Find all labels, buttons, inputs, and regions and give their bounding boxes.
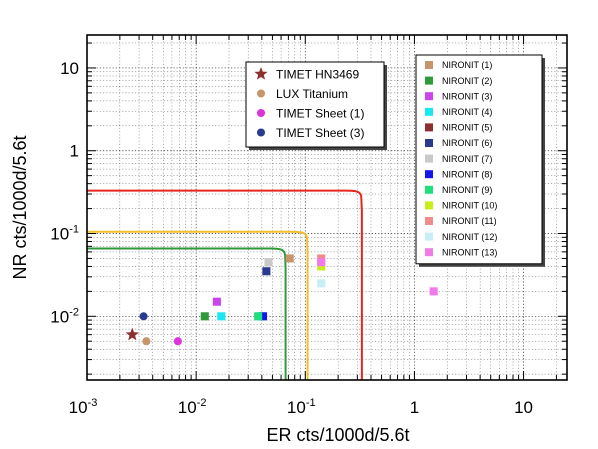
data-point [212, 297, 221, 306]
x-tick-label: 10-3 [69, 397, 98, 417]
legend-marker [425, 232, 433, 241]
legend-label: NIRONIT (3) [442, 91, 492, 101]
tick-labels: 10-3 10-2 10-1 1 10 10-2 10-1 1 10 [50, 59, 533, 417]
legend-marker [425, 61, 433, 69]
data-point [173, 337, 182, 346]
data-point [200, 312, 209, 321]
legend-marker [256, 128, 266, 137]
legend-marker [256, 89, 266, 98]
legend-label: NIRONIT (2) [442, 76, 492, 86]
legend-marker [425, 170, 433, 179]
y-tick-label: 10 [60, 59, 79, 78]
legend-label: NIRONIT (4) [442, 107, 492, 117]
legend-marker [256, 108, 266, 118]
y-tick-label: 10-1 [50, 224, 79, 244]
legend-label: NIRONIT (11) [442, 216, 497, 226]
legend-label: NIRONIT (13) [442, 247, 497, 257]
legend-marker [425, 248, 433, 257]
legend-marker [425, 154, 433, 163]
legend-marker [425, 123, 433, 132]
x-tick-label: 1 [410, 398, 419, 417]
legend-label: TIMET Sheet (1) [276, 107, 364, 121]
legend-label: LUX Titanium [276, 87, 348, 101]
legend-marker [425, 76, 433, 85]
legend-nironit: NIRONIT (1) NIRONIT (2) NIRONIT (3) NIRONIT… [415, 54, 545, 267]
legend-marker [425, 201, 433, 210]
data-point [264, 258, 273, 267]
limit-curve [87, 247, 287, 380]
legend-marker [425, 107, 433, 116]
legend-label: NIRONIT (9) [442, 185, 492, 195]
legend-marker [425, 139, 433, 147]
data-point [125, 327, 139, 341]
legend-marker [425, 92, 433, 101]
data-point [285, 254, 294, 263]
legend-label: TIMET Sheet (3) [276, 126, 364, 140]
data-point [258, 312, 268, 321]
legend-label: NIRONIT (8) [442, 169, 492, 179]
legend-marker [425, 185, 433, 194]
plot-frame [86, 34, 568, 381]
data-point [317, 262, 326, 271]
y-axis-title: NR cts/1000d/5.6t [10, 135, 30, 279]
legend-marker [254, 67, 268, 80]
data-point [142, 337, 151, 346]
x-tick-label: 10 [514, 398, 533, 417]
legend-label: TIMET HN3469 [276, 68, 359, 82]
axis-ticks [86, 35, 567, 380]
legend-label: NIRONIT (7) [442, 154, 492, 164]
data-point [217, 312, 226, 321]
legend-markers: TIMET HN3469 LUX Titanium TIMET Sheet (1) T… [245, 61, 387, 150]
limit-curves [87, 189, 363, 380]
legend-label: NIRONIT (6) [442, 138, 492, 148]
legend-label: NIRONIT (1) [442, 60, 492, 70]
data-point [139, 312, 148, 321]
x-tick-label: 10-2 [178, 397, 207, 417]
legend-box [415, 54, 543, 265]
x-tick-label: 10-1 [287, 397, 316, 417]
data-point [254, 312, 263, 321]
y-tick-label: 10-2 [50, 306, 79, 326]
data-point [429, 287, 438, 296]
legend-label: NIRONIT (10) [442, 201, 497, 211]
legend-marker [425, 217, 433, 225]
legend-label: NIRONIT (12) [442, 232, 497, 242]
data-point [317, 279, 326, 288]
legend-label: NIRONIT (5) [442, 123, 492, 133]
limit-curve [87, 230, 309, 380]
y-tick-label: 1 [70, 142, 79, 161]
x-axis-title: ER cts/1000d/5.6t [266, 425, 409, 445]
limit-curve [87, 189, 363, 380]
data-point [317, 258, 326, 267]
data-points [125, 254, 438, 346]
data-point [262, 267, 271, 276]
legend-box [245, 61, 385, 148]
